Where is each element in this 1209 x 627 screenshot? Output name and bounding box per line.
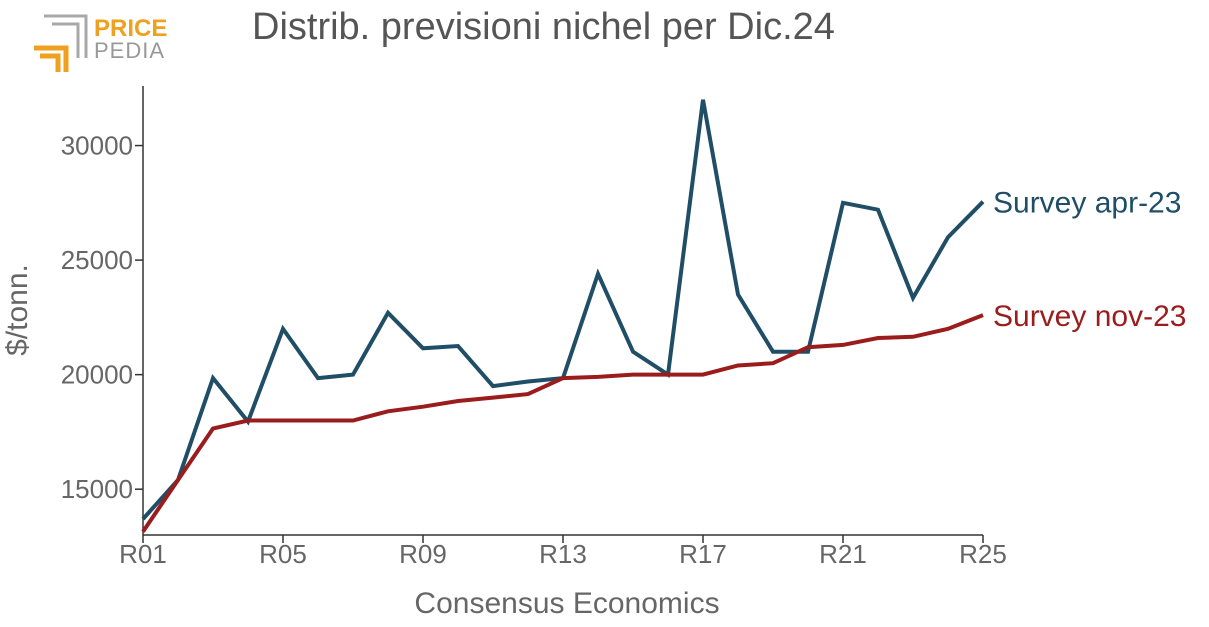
x-axis-title: Consensus Economics xyxy=(414,587,719,620)
logo-mark-icon xyxy=(34,14,88,72)
series-line-2 xyxy=(141,313,984,533)
series-label-1: Survey apr-23 xyxy=(993,187,1181,220)
series-line-1 xyxy=(141,99,985,521)
x-tick-label: R21 xyxy=(819,539,867,569)
x-tick-label: R05 xyxy=(259,539,307,569)
x-tick-label: R01 xyxy=(119,539,167,569)
y-tick-label: 30000 xyxy=(61,131,133,161)
x-tick-label: R09 xyxy=(399,539,447,569)
y-tick-label: 25000 xyxy=(61,245,133,275)
x-tick-label: R17 xyxy=(679,539,727,569)
chart-title: Distrib. previsioni nichel per Dic.24 xyxy=(252,6,835,48)
logo-text-pedia: PEDIA xyxy=(94,38,165,63)
series-label-2: Survey nov-23 xyxy=(993,300,1186,333)
y-axis-ticks: 15000 20000 25000 30000 xyxy=(61,131,143,504)
logo-text-price: PRICE xyxy=(94,15,167,42)
y-tick-label: 20000 xyxy=(61,360,133,390)
series-layer: Survey apr-23 Survey nov-23 xyxy=(141,99,1186,533)
x-axis-ticks: R01 R05 R09 R13 R17 R21 R25 xyxy=(119,535,1007,569)
x-tick-label: R13 xyxy=(539,539,587,569)
x-tick-label: R25 xyxy=(959,539,1007,569)
y-tick-label: 15000 xyxy=(61,474,133,504)
pricepedia-logo: PRICE PEDIA xyxy=(34,14,167,72)
y-axis-title: $/tonn. xyxy=(1,264,34,356)
